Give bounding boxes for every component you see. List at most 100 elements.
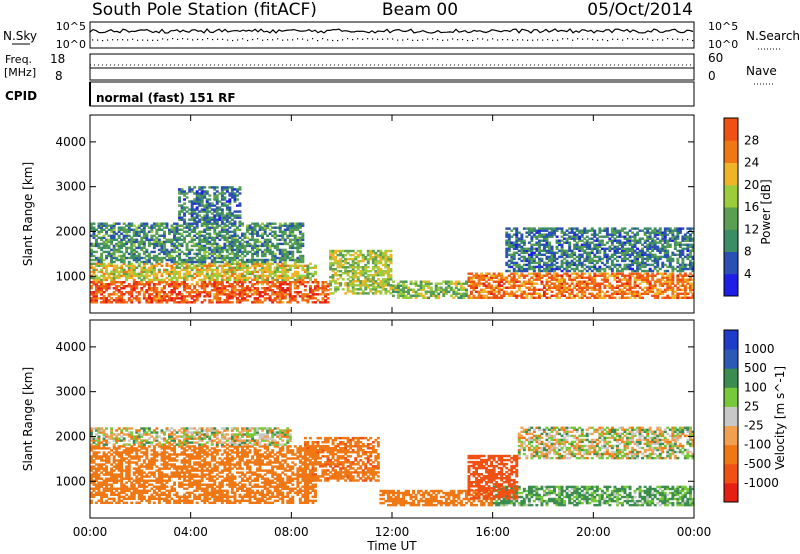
nsearch-dot (307, 39, 309, 41)
power-cell (213, 268, 217, 272)
power-cell (115, 250, 119, 254)
power-cell (482, 276, 486, 279)
nsearch-dot (567, 38, 569, 40)
power-cell (341, 266, 345, 269)
power-cell (633, 292, 637, 296)
power-cell (173, 246, 177, 250)
power-cell (115, 285, 119, 288)
power-cell (605, 290, 609, 294)
power-cell (291, 238, 295, 242)
power-cell (527, 282, 531, 285)
power-cell (178, 216, 182, 219)
power-cell (92, 272, 96, 276)
power-cell (623, 227, 627, 230)
power-cell (228, 198, 232, 201)
power-cell (618, 247, 622, 251)
power-cell (140, 240, 144, 244)
power-cell (258, 224, 262, 227)
power-cell (570, 263, 574, 267)
power-cell (218, 260, 222, 264)
power-cell (183, 299, 187, 302)
power-cell (681, 276, 685, 279)
power-cell (550, 231, 554, 234)
power-cell (356, 249, 360, 253)
power-cell (248, 281, 252, 284)
power-cell (658, 241, 662, 244)
power-cell (296, 226, 300, 229)
power-cell (223, 278, 227, 282)
power-cell (263, 289, 267, 292)
power-cell (236, 188, 239, 191)
power-cell (540, 282, 544, 285)
power-cell (598, 235, 602, 238)
power-cell (558, 292, 562, 296)
power-cell (251, 262, 255, 266)
power-cell (671, 257, 675, 261)
power-cell (180, 260, 184, 264)
power-cell (230, 301, 234, 304)
power-cell (253, 262, 257, 266)
power-cell (661, 231, 665, 234)
power-cell (442, 290, 446, 294)
power-cell (147, 226, 151, 229)
power-cell (95, 274, 98, 278)
power-cell (95, 262, 98, 266)
nsearch-dot (162, 38, 164, 40)
power-cell (678, 280, 682, 283)
power-cell (198, 232, 202, 236)
power-cell (225, 208, 229, 211)
power-cell (248, 270, 252, 274)
power-cell (631, 253, 635, 257)
power-cell (208, 194, 212, 197)
power-cell (213, 238, 217, 242)
power-cell (238, 272, 242, 276)
power-cell (256, 260, 260, 264)
power-cell (278, 295, 282, 298)
power-cell (213, 295, 217, 298)
power-cell (178, 200, 182, 203)
power-cell (454, 284, 458, 288)
power-cell (288, 256, 292, 260)
power-cell (112, 291, 116, 294)
power-cell (361, 272, 365, 275)
power-cell (190, 240, 194, 244)
power-cell (200, 186, 204, 189)
power-cell (117, 244, 121, 248)
power-cell (198, 236, 202, 240)
power-cell (263, 226, 267, 229)
power-cell (550, 245, 554, 249)
power-cell (183, 289, 187, 292)
power-cell (276, 297, 280, 300)
power-cell (205, 283, 209, 286)
power-cell (273, 258, 277, 262)
power-cell (673, 241, 677, 244)
power-cell (668, 272, 672, 275)
power-cell (568, 278, 572, 281)
power-cell (316, 281, 320, 284)
power-cell (563, 231, 567, 234)
power-cell (324, 285, 328, 288)
power-cell (543, 237, 546, 240)
power-cell (543, 294, 546, 298)
power-cell (193, 266, 197, 270)
power-cell (527, 288, 531, 292)
power-cell (170, 266, 174, 270)
power-cell (666, 294, 670, 298)
power-cell (530, 265, 534, 269)
power-cell (170, 272, 174, 276)
power-cell (276, 293, 280, 296)
power-cell (233, 200, 237, 203)
power-cell (112, 252, 116, 256)
power-cell (648, 251, 652, 255)
power-cell (618, 235, 622, 238)
power-cell (283, 274, 287, 278)
power-cell (137, 262, 141, 266)
power-cell (387, 282, 390, 285)
power-cell (251, 260, 255, 264)
power-cell (432, 292, 436, 296)
power-cell (198, 234, 202, 238)
power-cell (195, 254, 199, 258)
power-cell (613, 233, 617, 236)
power-cell (628, 278, 632, 281)
power-cell (288, 240, 292, 244)
